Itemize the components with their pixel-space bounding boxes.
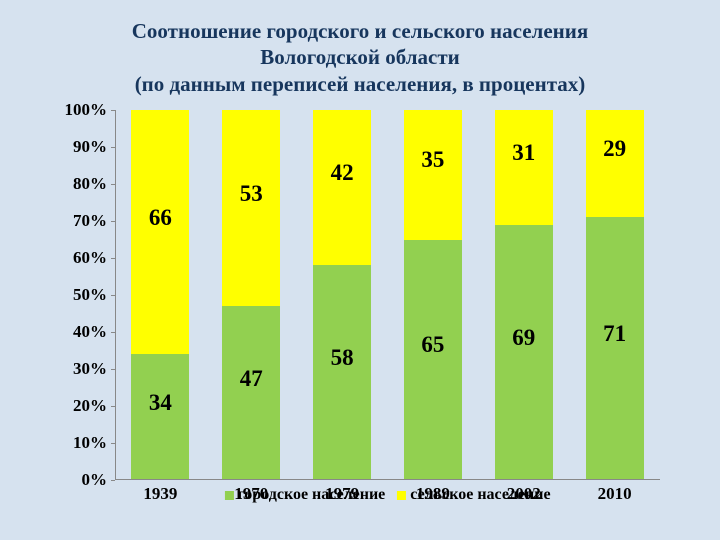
y-tick-label: 50% xyxy=(73,285,107,305)
y-tick-mark xyxy=(111,184,115,185)
y-tick-mark xyxy=(111,480,115,481)
value-label-urban: 58 xyxy=(331,345,354,371)
legend-swatch xyxy=(224,491,233,500)
y-tick-mark xyxy=(111,147,115,148)
y-tick-label: 0% xyxy=(82,470,108,490)
y-tick-mark xyxy=(111,369,115,370)
bar-segment-rural xyxy=(404,110,462,240)
title-line: (по данным переписей населения, в процен… xyxy=(135,72,586,96)
category-label: 1939 xyxy=(143,484,177,504)
value-label-urban: 69 xyxy=(512,325,535,351)
bar-segment-rural xyxy=(222,110,280,306)
x-axis-line xyxy=(115,479,660,480)
y-tick-label: 20% xyxy=(73,396,107,416)
plot-area: 34 66 47 53 58 42 65 35 69 31 71 29 xyxy=(115,110,660,480)
y-tick-label: 30% xyxy=(73,359,107,379)
y-tick-label: 40% xyxy=(73,322,107,342)
value-label-rural: 29 xyxy=(603,136,626,162)
legend-swatch xyxy=(397,491,406,500)
y-tick-mark xyxy=(111,221,115,222)
bar-group: 71 29 xyxy=(586,110,644,480)
value-label-urban: 47 xyxy=(240,366,263,392)
y-tick-mark xyxy=(111,295,115,296)
value-label-rural: 35 xyxy=(421,147,444,173)
bar-segment-urban xyxy=(313,265,371,480)
bar-segment-urban xyxy=(222,306,280,480)
stacked-bar-chart: 346647535842653569317129 городское насел… xyxy=(115,110,660,480)
bar-group: 34 66 xyxy=(131,110,189,480)
bar-segment-rural xyxy=(131,110,189,354)
bar-segment-urban xyxy=(404,240,462,481)
bar-group: 65 35 xyxy=(404,110,462,480)
category-label: 2002 xyxy=(507,484,541,504)
value-label-rural: 66 xyxy=(149,205,172,231)
category-label: 2010 xyxy=(598,484,632,504)
slide-background: Соотношение городского и сельского насел… xyxy=(0,0,720,540)
value-label-rural: 42 xyxy=(331,160,354,186)
bar-segment-urban xyxy=(586,217,644,480)
bar-segment-rural xyxy=(586,110,644,217)
value-label-rural: 31 xyxy=(512,140,535,166)
y-tick-mark xyxy=(111,443,115,444)
y-tick-mark xyxy=(111,110,115,111)
y-axis-line xyxy=(115,110,116,480)
bar-segment-rural xyxy=(313,110,371,265)
y-tick-label: 10% xyxy=(73,433,107,453)
y-tick-mark xyxy=(111,258,115,259)
title-line: Соотношение городского и сельского насел… xyxy=(132,19,588,43)
category-label: 1989 xyxy=(416,484,450,504)
title-line: Вологодской области xyxy=(260,45,460,69)
value-label-urban: 34 xyxy=(149,390,172,416)
y-tick-label: 100% xyxy=(65,100,108,120)
y-tick-mark xyxy=(111,332,115,333)
value-label-urban: 65 xyxy=(421,332,444,358)
category-label: 1979 xyxy=(325,484,359,504)
bar-group: 58 42 xyxy=(313,110,371,480)
bar-segment-rural xyxy=(495,110,553,225)
bar-segment-urban xyxy=(131,354,189,480)
y-tick-label: 80% xyxy=(73,174,107,194)
bar-group: 47 53 xyxy=(222,110,280,480)
value-label-rural: 53 xyxy=(240,181,263,207)
bar-group: 69 31 xyxy=(495,110,553,480)
y-tick-mark xyxy=(111,406,115,407)
bar-segment-urban xyxy=(495,225,553,480)
y-tick-label: 60% xyxy=(73,248,107,268)
y-tick-label: 70% xyxy=(73,211,107,231)
y-tick-label: 90% xyxy=(73,137,107,157)
category-label: 1970 xyxy=(234,484,268,504)
value-label-urban: 71 xyxy=(603,321,626,347)
chart-title: Соотношение городского и сельского насел… xyxy=(0,18,720,97)
